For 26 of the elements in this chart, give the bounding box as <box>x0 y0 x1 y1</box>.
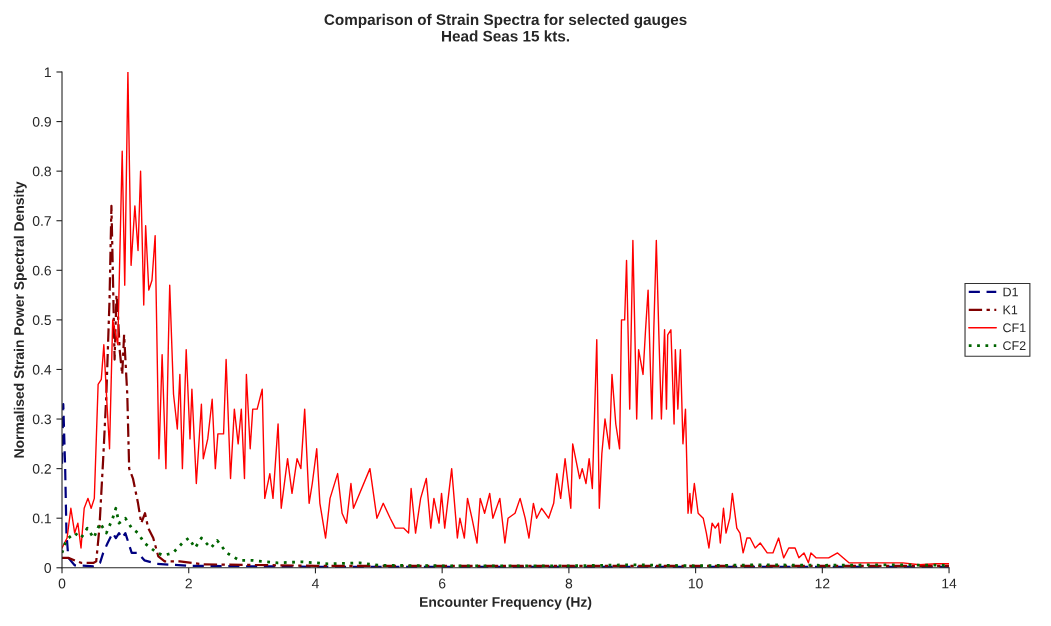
y-tick-label: 0.4 <box>32 364 52 375</box>
x-tick-label: 0 <box>58 578 66 589</box>
y-tick-label: 0.9 <box>32 116 51 127</box>
x-tick-label: 12 <box>815 578 830 589</box>
x-tick-label: 4 <box>311 578 319 589</box>
y-tick-label: 0.5 <box>32 315 52 326</box>
x-tick-label: 10 <box>688 578 703 589</box>
legend-label: CF1 <box>1003 323 1026 333</box>
chart-title: Comparison of Strain Spectra for selected gauges Head Seas 15 kts. <box>324 13 687 42</box>
x-tick-label: 8 <box>565 578 573 589</box>
y-tick-label: 0.3 <box>32 414 51 425</box>
legend-label: K1 <box>1003 305 1018 315</box>
legend-label: D1 <box>1003 287 1018 297</box>
y-tick-label: 0.1 <box>32 513 51 524</box>
y-axis-title: Normalised Strain Power Spectral Density <box>13 181 27 458</box>
y-tick-label: 0 <box>44 563 52 573</box>
x-tick-label: 6 <box>439 578 446 589</box>
y-tick-label: 0.2 <box>32 463 51 474</box>
y-tick-label: 0.6 <box>32 265 51 276</box>
y-tick-label: 0.7 <box>32 216 51 226</box>
x-axis-title: Encounter Frequency (Hz) <box>420 596 592 610</box>
y-tick-label: 0.8 <box>32 166 51 177</box>
x-tick-label: 2 <box>185 578 192 589</box>
x-tick-label: 14 <box>942 578 957 589</box>
legend-label: CF2 <box>1003 341 1026 351</box>
y-tick-label: 1 <box>44 67 51 78</box>
